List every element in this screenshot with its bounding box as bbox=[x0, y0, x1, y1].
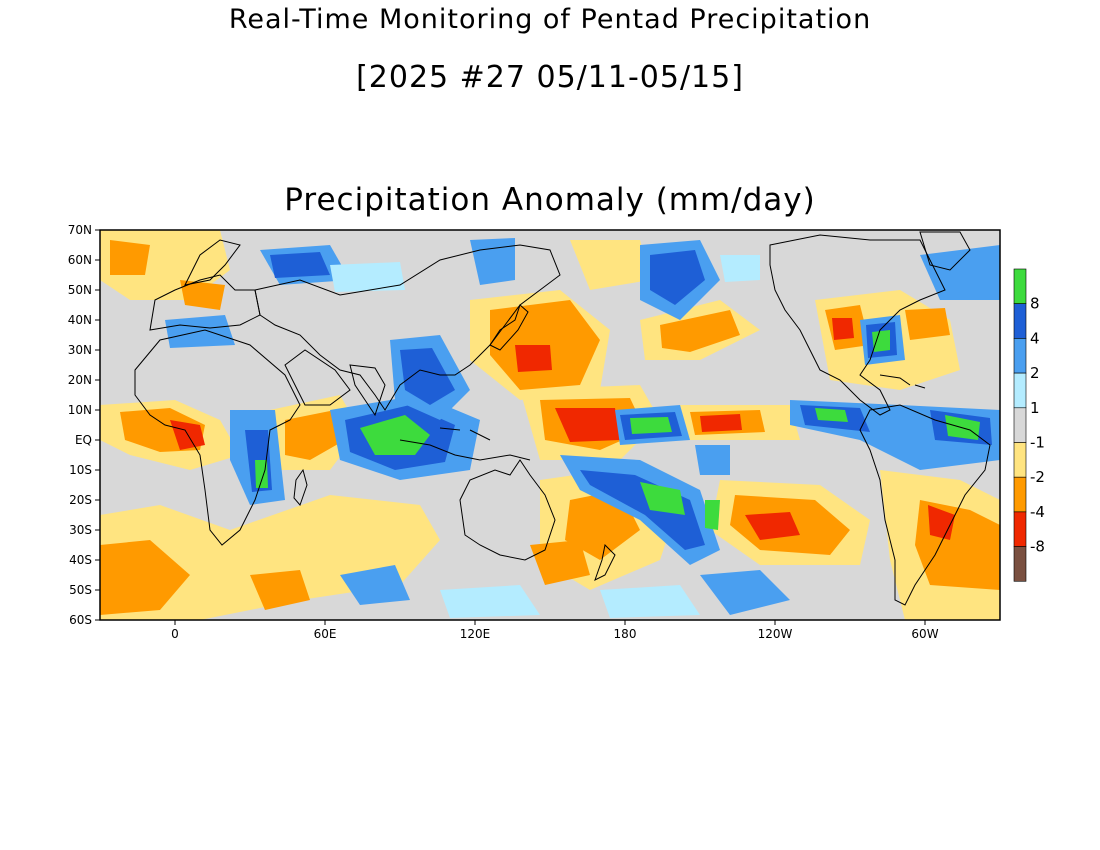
lon-tick-label: 120E bbox=[460, 627, 491, 641]
panel-title: Precipitation Anomaly (mm/day) bbox=[284, 182, 816, 218]
anomaly-blob bbox=[580, 470, 705, 550]
latitude-axis: 70N 60N 50N 40N 30N 20N 10N EQ 10S 20S 30S 40S 50S 60… bbox=[68, 223, 100, 627]
anomaly-blob bbox=[745, 512, 800, 540]
anomaly-blob bbox=[700, 570, 790, 615]
lat-tick-label: 60N bbox=[68, 253, 92, 267]
coastline-japan bbox=[489, 304, 529, 351]
colorbar-swatch bbox=[1013, 268, 1027, 305]
colorbar-swatch bbox=[1013, 511, 1027, 547]
anomaly-blob bbox=[100, 540, 190, 615]
anomaly-blob bbox=[110, 240, 150, 275]
lat-tick-label: EQ bbox=[75, 433, 92, 447]
colorbar-label: 4 bbox=[1030, 329, 1040, 347]
anomaly-blob bbox=[905, 308, 950, 340]
colorbar-swatch bbox=[1013, 303, 1027, 339]
coastline-south-america bbox=[859, 404, 991, 606]
anomaly-blob bbox=[660, 310, 740, 352]
anomaly-blob bbox=[695, 445, 730, 475]
page-title: Real-Time Monitoring of Pentad Precipita… bbox=[228, 4, 872, 35]
anomaly-blob bbox=[515, 345, 552, 372]
colorbar-label: 2 bbox=[1030, 364, 1040, 382]
colorbar-label: -4 bbox=[1030, 503, 1045, 521]
colorbar-swatch bbox=[1013, 372, 1027, 409]
lon-tick-label: 120W bbox=[758, 627, 793, 641]
coastline-africa bbox=[134, 329, 301, 546]
anomaly-blob bbox=[440, 585, 540, 618]
coastlines bbox=[134, 231, 991, 606]
colorbar: 8 4 2 1 -1 -2 -4 -8 bbox=[1013, 268, 1045, 582]
colorbar-label: 8 bbox=[1030, 295, 1040, 313]
anomaly-blob bbox=[650, 250, 705, 305]
lat-tick-label: 10S bbox=[69, 463, 92, 477]
coastline-asia bbox=[254, 244, 561, 411]
anomaly-blob bbox=[180, 280, 225, 310]
colorbar-label: -1 bbox=[1030, 434, 1045, 452]
coastline-indonesia bbox=[399, 427, 531, 461]
lat-tick-label: 10N bbox=[68, 403, 92, 417]
anomaly-blob bbox=[832, 318, 854, 340]
lon-tick-label: 0 bbox=[171, 627, 179, 641]
coastline-caribbean bbox=[879, 374, 926, 389]
anomaly-blob bbox=[530, 540, 590, 585]
anomaly-blob bbox=[555, 408, 620, 442]
anomaly-blob bbox=[600, 585, 700, 618]
lat-tick-label: 30N bbox=[68, 343, 92, 357]
coastline-scandinavia bbox=[184, 239, 241, 286]
anomaly-blob bbox=[330, 262, 405, 292]
coastline-greenland bbox=[919, 231, 971, 271]
colorbar-swatch bbox=[1013, 476, 1027, 513]
coastline-north-america bbox=[769, 234, 946, 416]
lat-tick-label: 30S bbox=[69, 523, 92, 537]
anomaly-blob bbox=[705, 500, 720, 530]
anomaly-blob bbox=[285, 410, 345, 460]
colorbar-swatch bbox=[1013, 338, 1027, 374]
coastline-new-zealand bbox=[594, 543, 616, 581]
lat-tick-label: 50N bbox=[68, 283, 92, 297]
lat-tick-label: 50S bbox=[69, 583, 92, 597]
anomaly-blob bbox=[400, 348, 455, 405]
anomaly-blob bbox=[700, 414, 742, 432]
longitude-axis: 0 60E 120E 180 120W 60W bbox=[171, 620, 939, 641]
colorbar-label: 1 bbox=[1030, 399, 1040, 417]
anomaly-blob bbox=[340, 565, 410, 605]
anomaly-blob bbox=[815, 408, 848, 422]
coastline-madagascar bbox=[293, 468, 308, 506]
anomaly-blob bbox=[570, 240, 650, 290]
lat-tick-label: 20S bbox=[69, 493, 92, 507]
colorbar-label: -8 bbox=[1030, 538, 1045, 556]
lat-tick-label: 70N bbox=[68, 223, 92, 237]
period-label: [2025 #27 05/11-05/15] bbox=[356, 60, 744, 95]
anomaly-blob bbox=[630, 417, 672, 434]
lat-tick-label: 40N bbox=[68, 313, 92, 327]
coastline-arabia bbox=[284, 349, 351, 406]
anomaly-blob bbox=[928, 505, 955, 540]
anomaly-blob bbox=[920, 245, 1000, 300]
map-frame bbox=[99, 229, 1001, 621]
coastline-india bbox=[349, 364, 386, 417]
lat-tick-label: 40S bbox=[69, 553, 92, 567]
coastline-australia bbox=[459, 459, 556, 561]
colorbar-swatch bbox=[1013, 442, 1027, 478]
lat-tick-label: 20N bbox=[68, 373, 92, 387]
anomaly-blob bbox=[360, 415, 430, 455]
anomaly-blob bbox=[720, 255, 760, 282]
lon-tick-label: 60W bbox=[911, 627, 938, 641]
lon-tick-label: 60E bbox=[314, 627, 337, 641]
colorbar-swatch bbox=[1013, 546, 1027, 582]
anomaly-blob bbox=[255, 460, 268, 488]
anomaly-blob bbox=[640, 482, 685, 515]
anomaly-blob bbox=[270, 252, 330, 278]
colorbar-swatch bbox=[1013, 407, 1027, 443]
map-panel bbox=[100, 230, 1000, 620]
lat-tick-label: 60S bbox=[69, 613, 92, 627]
anomaly-blob bbox=[872, 330, 890, 352]
coastline-europe bbox=[149, 274, 261, 331]
lon-tick-label: 180 bbox=[614, 627, 637, 641]
anomaly-blob bbox=[250, 570, 310, 610]
colorbar-label: -2 bbox=[1030, 468, 1045, 486]
